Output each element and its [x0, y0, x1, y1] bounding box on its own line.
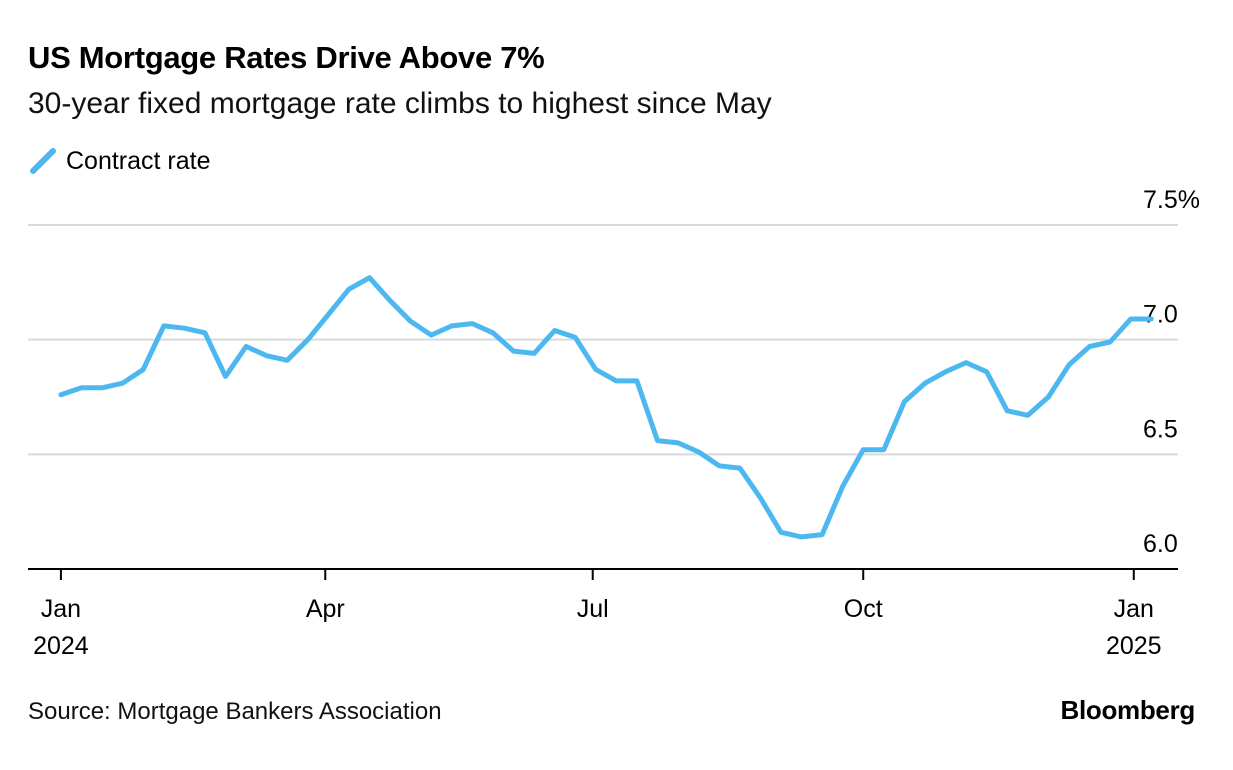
x-tick-label: Oct: [844, 595, 883, 623]
x-tick-year-label: 2024: [33, 632, 89, 660]
legend-line-icon: [30, 148, 56, 174]
series-layer: [58, 275, 1154, 540]
legend: Contract rate: [28, 146, 211, 176]
y-tick-label: 7.0: [1143, 301, 1178, 329]
series-line-contract-rate: [58, 275, 1154, 540]
y-tick-label: 6.0: [1143, 530, 1178, 558]
bloomberg-logo: Bloomberg: [1060, 695, 1195, 725]
x-tick-year-label: 2025: [1106, 632, 1162, 660]
x-tick-label: Jan: [1114, 595, 1154, 623]
legend-label: Contract rate: [66, 146, 211, 175]
x-tick-label: Jul: [577, 595, 609, 623]
y-tick-label: 7.5%: [1143, 186, 1200, 214]
source-note: Source: Mortgage Bankers Association: [28, 698, 442, 725]
chart-title: US Mortgage Rates Drive Above 7%: [28, 40, 545, 75]
gridlines: [28, 224, 1178, 456]
x-tick-label: Jan: [41, 595, 81, 623]
chart-subtitle: 30-year fixed mortgage rate climbs to hi…: [28, 87, 772, 120]
x-tick-label: Apr: [306, 595, 345, 623]
y-tick-label: 6.5: [1143, 415, 1178, 443]
x-axis: Jan 2024 Apr Jul Oct Jan 2025: [28, 568, 1178, 660]
y-axis-tick-labels: 6.0 6.5 7.0 7.5%: [1143, 186, 1200, 558]
